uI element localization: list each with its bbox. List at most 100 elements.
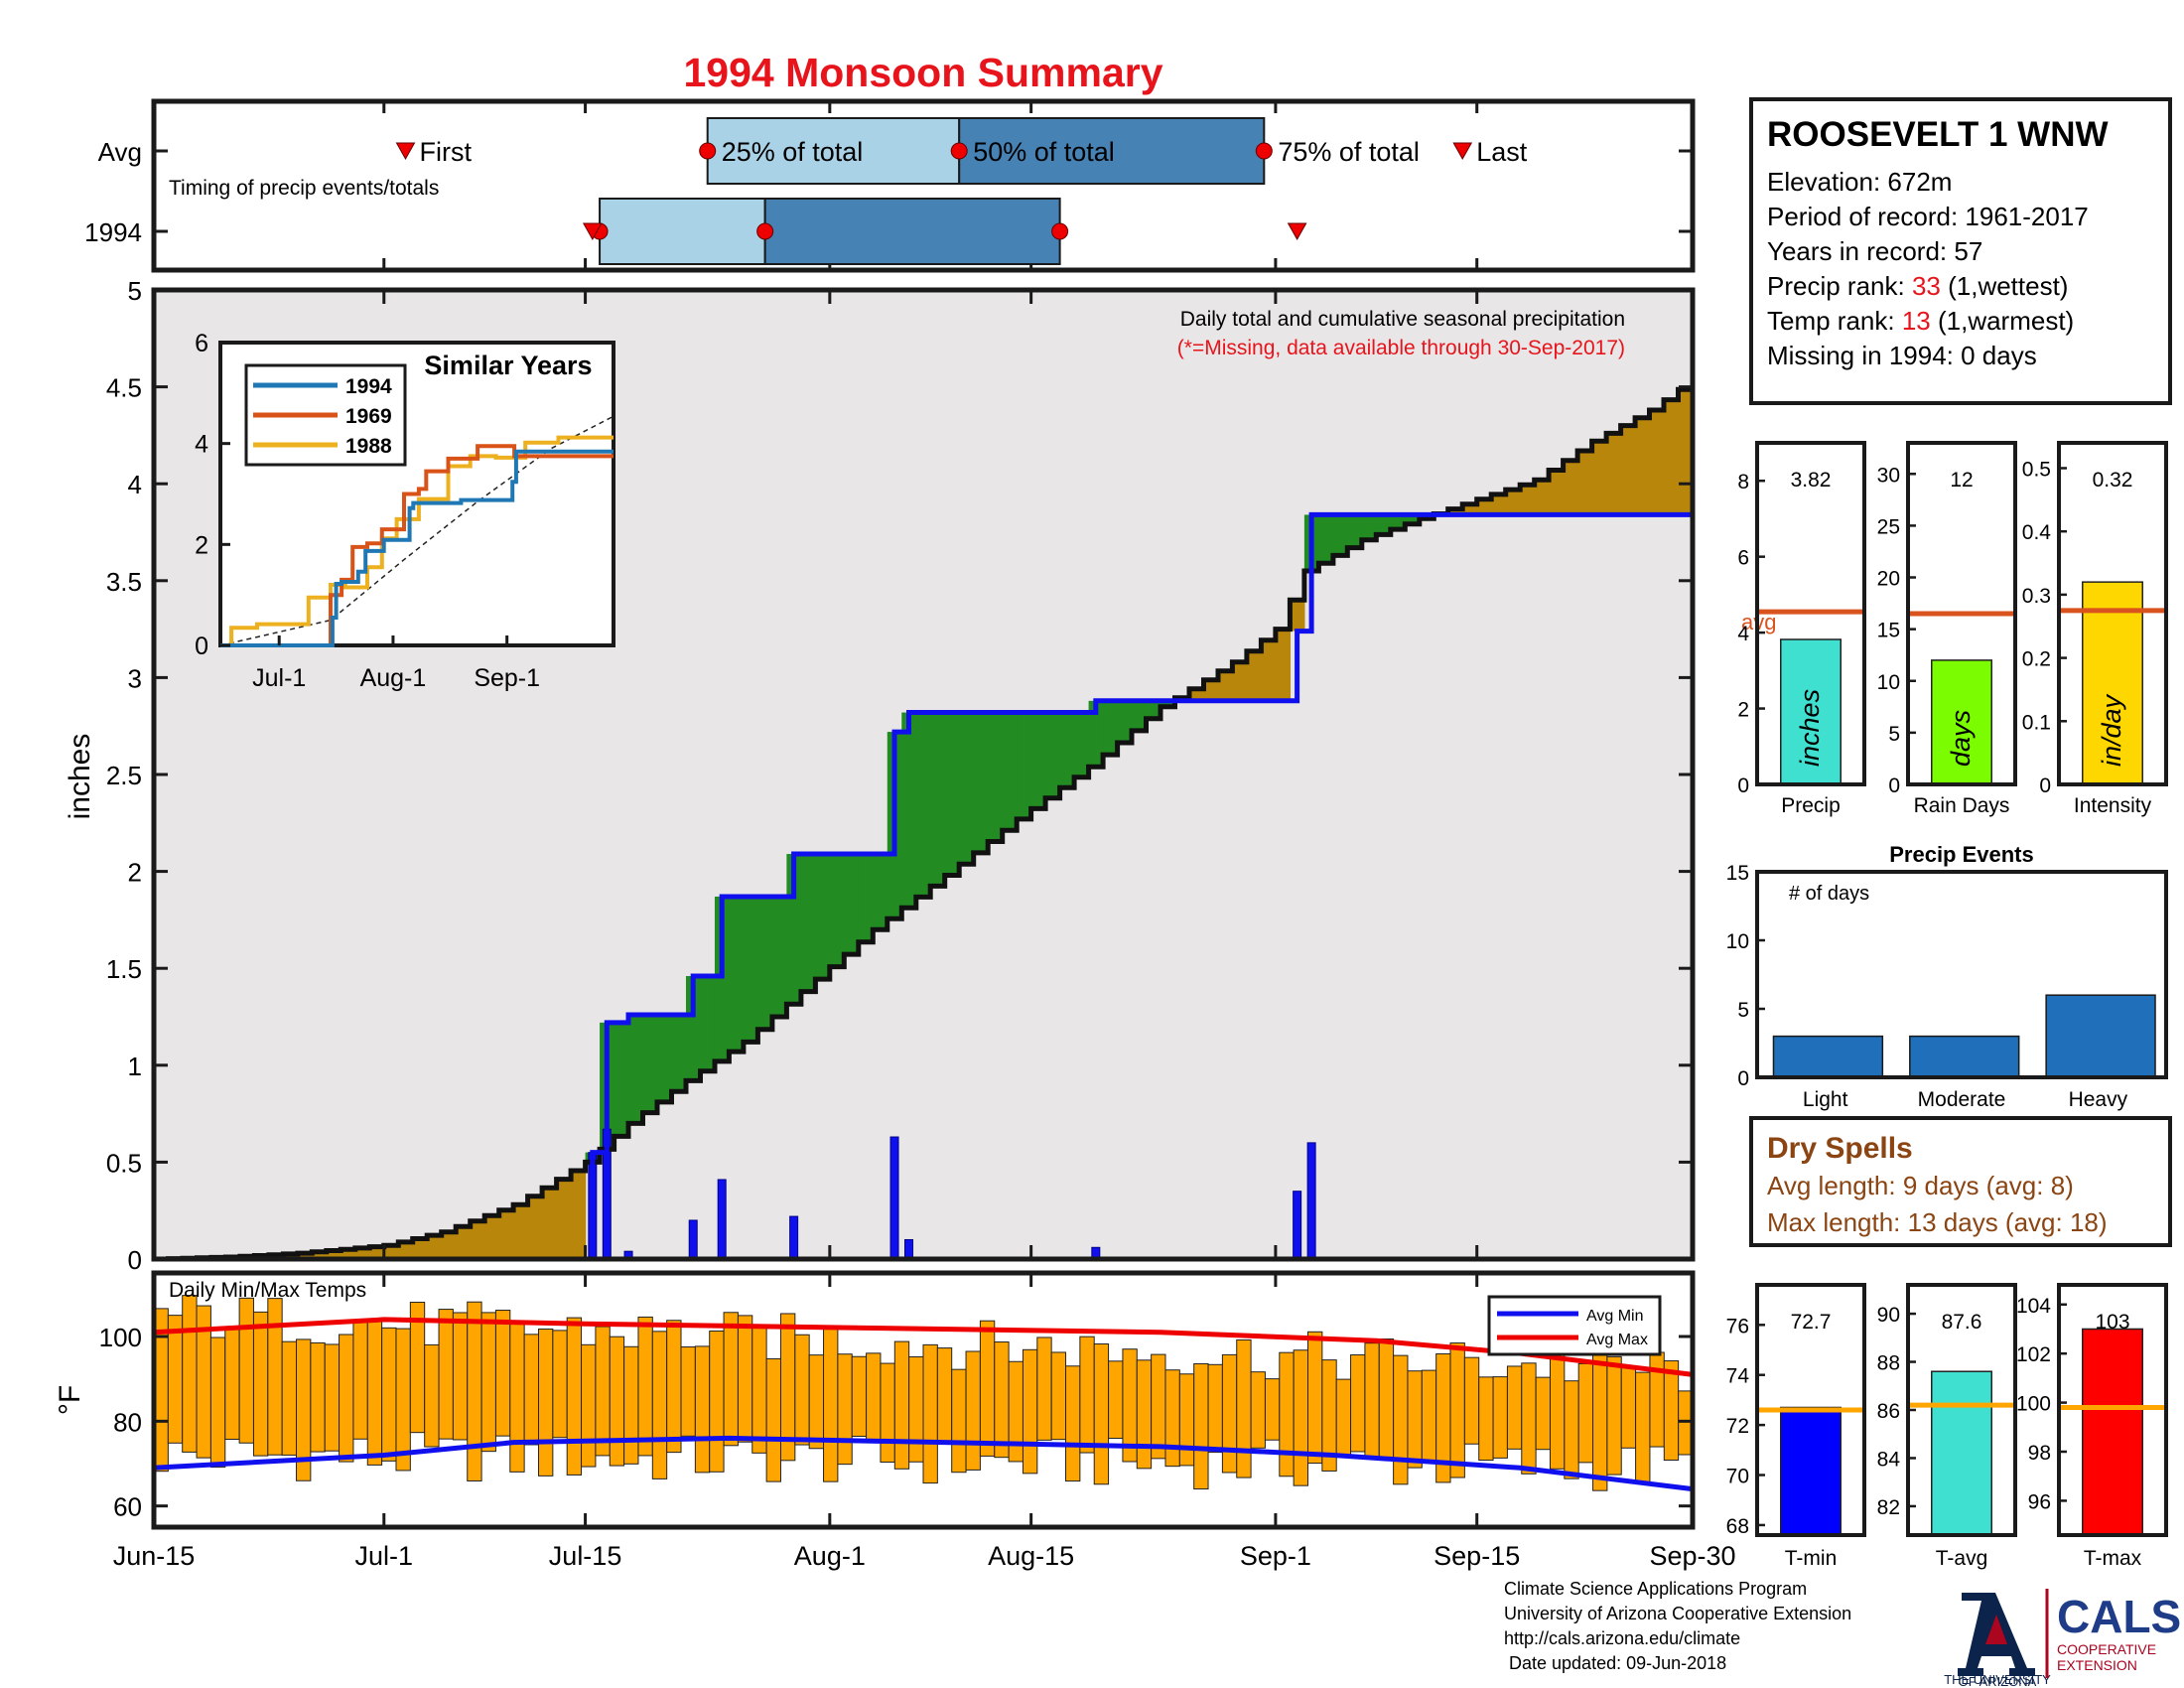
summary-y-tick-label: 0.4 <box>2022 521 2052 544</box>
main-y-tick-label: 1 <box>128 1052 142 1081</box>
above-avg-fill <box>1390 514 1406 530</box>
inset-legend-label-1969: 1969 <box>345 405 392 428</box>
daily-precip-bar <box>904 1238 914 1260</box>
summary-y-tick-label: 70 <box>1726 1466 1749 1488</box>
summary-bar-t-avg <box>1931 1370 1992 1536</box>
events-frame <box>1755 870 2168 1079</box>
below-avg-fill <box>1462 503 1478 515</box>
daily-temp-bar <box>680 1346 696 1437</box>
daily-temp-bar <box>1350 1354 1366 1453</box>
daily-temp-bar <box>167 1315 184 1444</box>
above-avg-fill <box>1045 712 1061 798</box>
summary-y-tick-label: 68 <box>1726 1515 1749 1538</box>
summary-y-tick-label: 8 <box>1737 471 1749 493</box>
daily-temp-bar <box>1463 1356 1480 1445</box>
events-y-tick-label: 5 <box>1737 999 1749 1022</box>
above-avg-fill <box>700 976 716 1071</box>
timing-avg-percentile-marker <box>950 142 968 160</box>
inset-y-tick-label: 2 <box>195 531 208 559</box>
daily-temp-bar <box>1521 1362 1537 1475</box>
daily-temp-bar <box>694 1345 711 1474</box>
above-avg-fill <box>1347 514 1363 548</box>
inset-title: Similar Years <box>424 351 592 380</box>
temps-x-tick-label: Sep-30 <box>1649 1541 1735 1571</box>
summary-y-tick-label: 96 <box>2028 1490 2051 1513</box>
below-avg-fill <box>484 1215 500 1259</box>
above-avg-fill <box>743 896 759 1043</box>
below-avg-fill <box>1620 425 1636 515</box>
summary-value-label-2: 103 <box>2095 1311 2129 1334</box>
below-avg-fill <box>1188 688 1205 701</box>
daily-precip-bar <box>717 1179 727 1260</box>
below-avg-fill <box>571 1170 587 1259</box>
summary-y-tick-label: 84 <box>1877 1448 1901 1471</box>
summary-y-tick-label: 0.2 <box>2022 648 2051 671</box>
above-avg-fill <box>685 976 702 1081</box>
daily-temp-bar <box>1279 1351 1295 1477</box>
main-chart-title: Daily total and cumulative seasonal prec… <box>1180 308 1625 331</box>
inset-y-tick-label: 4 <box>195 431 208 459</box>
below-avg-fill <box>1591 441 1607 515</box>
ua-name-line-1: THE UNIVERSITY <box>1944 1672 2051 1687</box>
temps-title: Daily Min/Max Temps <box>169 1279 366 1302</box>
daily-temp-bar <box>1250 1371 1266 1449</box>
above-avg-fill <box>657 1015 673 1102</box>
daily-temp-bar <box>224 1328 240 1441</box>
temps-legend-box <box>1487 1295 1662 1356</box>
above-avg-fill <box>1017 712 1032 819</box>
below-avg-fill <box>513 1204 529 1259</box>
inset-x-tick-label: Jul-1 <box>252 664 306 692</box>
below-avg-fill <box>369 1246 385 1259</box>
summary-panel-frame-0 <box>1755 441 1866 786</box>
temp-rank-value: 13 <box>1901 306 1931 336</box>
dry-spells-box: Dry Spells Avg length: 9 days (avg: 8) M… <box>1749 1116 2172 1247</box>
above-avg-fill <box>944 712 960 876</box>
daily-temp-bar <box>1164 1369 1180 1468</box>
events-category-label-heavy: Heavy <box>2069 1088 2128 1111</box>
below-avg-fill <box>1217 670 1234 701</box>
timing-label-first: First <box>420 137 473 167</box>
daily-temp-bar <box>1008 1360 1024 1463</box>
events-bar-heavy <box>2045 994 2156 1078</box>
inset-y-tick-label: 6 <box>195 330 208 357</box>
station-elevation: Elevation: 672m <box>1767 167 1953 197</box>
above-avg-fill <box>1074 712 1090 777</box>
inset-legend-label-1994: 1994 <box>345 375 392 398</box>
daily-temp-bar <box>310 1341 326 1453</box>
below-avg-fill <box>498 1209 514 1259</box>
events-bar-light <box>1772 1035 1884 1078</box>
station-name: ROOSEVELT 1 WNW <box>1767 115 2109 154</box>
daily-temp-bar <box>1193 1362 1209 1490</box>
summary-category-label-2: T-max <box>2084 1547 2142 1570</box>
timing-row-avg-label: Avg <box>98 137 142 167</box>
summary-value-label-1: 87.6 <box>1942 1311 1982 1334</box>
below-avg-fill <box>297 1253 313 1259</box>
events-category-label-moderate: Moderate <box>1918 1088 2006 1111</box>
timing-label-75: 75% of total <box>1278 137 1420 167</box>
main-y-tick-label: 2.5 <box>106 761 142 790</box>
daily-temp-bar <box>979 1320 996 1457</box>
daily-precip-bar <box>1293 1191 1302 1260</box>
above-avg-fill <box>771 896 787 1017</box>
below-avg-fill <box>1261 639 1277 701</box>
temps-x-tick-label: Jun-15 <box>113 1541 196 1571</box>
daily-temp-bar <box>438 1309 454 1440</box>
temp-rank-note: (1,warmest) <box>1930 306 2075 336</box>
temps-x-tick-label: Aug-1 <box>794 1541 866 1571</box>
dry-spells-avg: Avg length: 9 days (avg: 8) <box>1767 1171 2074 1200</box>
daily-temp-bar <box>552 1330 568 1439</box>
daily-temp-bar <box>1421 1369 1437 1463</box>
daily-temp-bar <box>1036 1336 1052 1441</box>
below-avg-fill <box>527 1196 543 1259</box>
temps-y-tick-label: 60 <box>113 1492 142 1522</box>
below-avg-fill <box>383 1245 399 1259</box>
daily-temp-bar <box>1079 1336 1095 1454</box>
events-bar-moderate <box>1909 1035 2020 1078</box>
below-avg-fill <box>1203 679 1219 701</box>
summary-category-label-0: T-min <box>1785 1547 1838 1570</box>
precip-rank-label: Precip rank: <box>1767 271 1912 301</box>
daily-temp-bar <box>1335 1378 1352 1457</box>
daily-temp-bar <box>1635 1371 1651 1484</box>
below-avg-fill <box>542 1188 558 1259</box>
